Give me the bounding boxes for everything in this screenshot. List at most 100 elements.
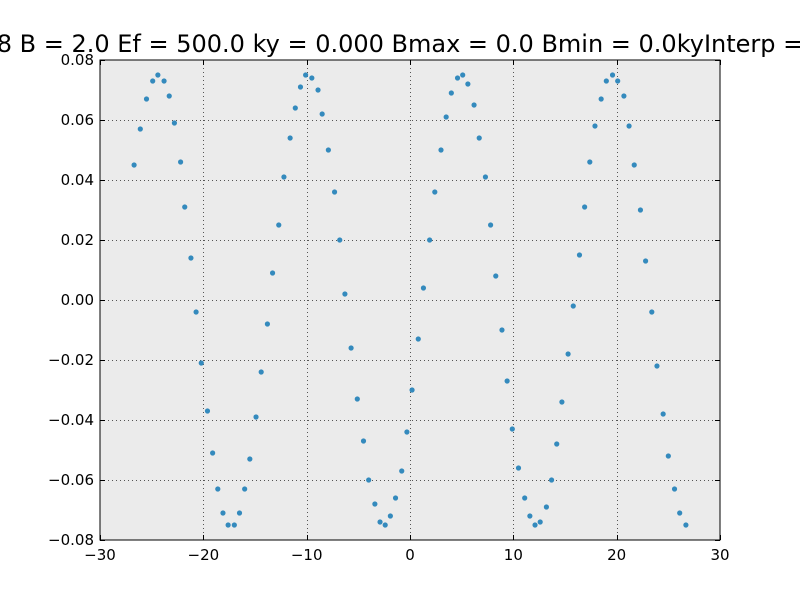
data-point	[253, 414, 259, 420]
data-point	[193, 309, 199, 315]
data-point	[454, 75, 461, 81]
data-point	[182, 204, 188, 210]
data-point	[576, 252, 583, 258]
data-point	[543, 504, 550, 510]
y-tick-label: −0.08	[48, 531, 94, 549]
grid-lines	[100, 60, 720, 540]
data-point	[621, 93, 627, 99]
data-point	[570, 303, 576, 309]
data-point	[626, 123, 632, 129]
data-point	[161, 78, 167, 84]
data-point	[178, 159, 184, 165]
data-point	[476, 135, 482, 141]
data-point	[565, 351, 571, 357]
data-point	[587, 159, 593, 165]
data-point	[643, 258, 649, 264]
data-point	[377, 519, 383, 525]
data-point	[198, 360, 204, 366]
x-tick-label: 0	[405, 546, 415, 564]
data-point	[276, 222, 282, 228]
x-tick-label: 30	[710, 546, 729, 564]
data-point	[171, 120, 177, 126]
data-point	[366, 477, 372, 483]
data-point	[488, 222, 494, 228]
data-point	[592, 123, 598, 129]
data-point	[399, 468, 405, 474]
data-point	[432, 189, 438, 195]
data-point	[609, 72, 616, 78]
data-point	[522, 495, 528, 501]
data-point	[387, 513, 393, 519]
data-point	[465, 81, 471, 87]
x-tick-label: 10	[504, 546, 523, 564]
data-point	[215, 486, 221, 492]
data-point	[420, 285, 427, 291]
data-point	[615, 78, 621, 84]
data-point	[131, 162, 137, 168]
data-point	[287, 135, 293, 141]
data-point	[143, 96, 150, 102]
x-tick-label: −20	[188, 546, 220, 564]
x-tick-label: 20	[607, 546, 626, 564]
y-tick-label: 0.08	[61, 51, 94, 69]
data-point	[354, 396, 360, 402]
y-tick-label: −0.06	[48, 471, 94, 489]
data-point	[677, 510, 683, 516]
data-point	[493, 273, 499, 279]
data-point	[348, 345, 354, 351]
data-point	[382, 522, 388, 528]
data-point	[264, 321, 270, 327]
data-point	[683, 522, 689, 528]
data-point	[548, 477, 555, 483]
data-point	[392, 495, 399, 501]
data-point	[448, 90, 454, 96]
data-point	[269, 270, 276, 276]
data-point	[438, 147, 444, 153]
data-point	[532, 522, 538, 528]
y-tick-label: 0.06	[61, 111, 94, 129]
data-point	[297, 84, 304, 90]
data-point	[582, 204, 588, 210]
data-point	[258, 369, 264, 375]
data-point	[225, 522, 231, 528]
data-point	[236, 510, 243, 516]
data-point	[292, 105, 298, 111]
data-point	[303, 72, 309, 78]
data-point	[188, 255, 194, 261]
data-point	[137, 126, 143, 132]
data-point	[631, 162, 637, 168]
data-point	[482, 174, 489, 180]
data-point	[559, 399, 565, 405]
data-point	[660, 411, 666, 417]
data-point	[231, 522, 237, 528]
data-point	[242, 486, 248, 492]
data-point	[443, 114, 449, 120]
data-point	[331, 189, 338, 195]
data-point	[427, 237, 433, 243]
data-point	[247, 456, 253, 462]
data-point	[537, 519, 543, 525]
data-point	[637, 207, 644, 213]
data-point	[309, 75, 315, 81]
x-tick-label: −30	[84, 546, 116, 564]
chart-title: 8 B = 2.0 Ef = 500.0 ky = 0.000 Bmax = 0…	[0, 30, 800, 58]
data-point	[515, 465, 522, 471]
data-point	[281, 174, 287, 180]
data-point	[598, 96, 604, 102]
data-point	[671, 486, 678, 492]
data-point	[210, 450, 216, 456]
data-points	[131, 72, 689, 528]
data-point	[372, 501, 378, 507]
y-tick-label: 0.04	[61, 171, 94, 189]
data-point	[499, 327, 505, 333]
data-point	[337, 237, 343, 243]
tick-labels: −30 −20 −10 0 10 20 30 −0.08 −0.06 −0.04 −0.02 0.00…	[48, 51, 730, 564]
data-point	[471, 102, 477, 108]
data-point	[409, 387, 415, 393]
x-tick-label: −10	[291, 546, 323, 564]
y-tick-label: −0.02	[48, 351, 94, 369]
data-point	[415, 336, 421, 342]
y-tick-label: 0.00	[61, 291, 94, 309]
